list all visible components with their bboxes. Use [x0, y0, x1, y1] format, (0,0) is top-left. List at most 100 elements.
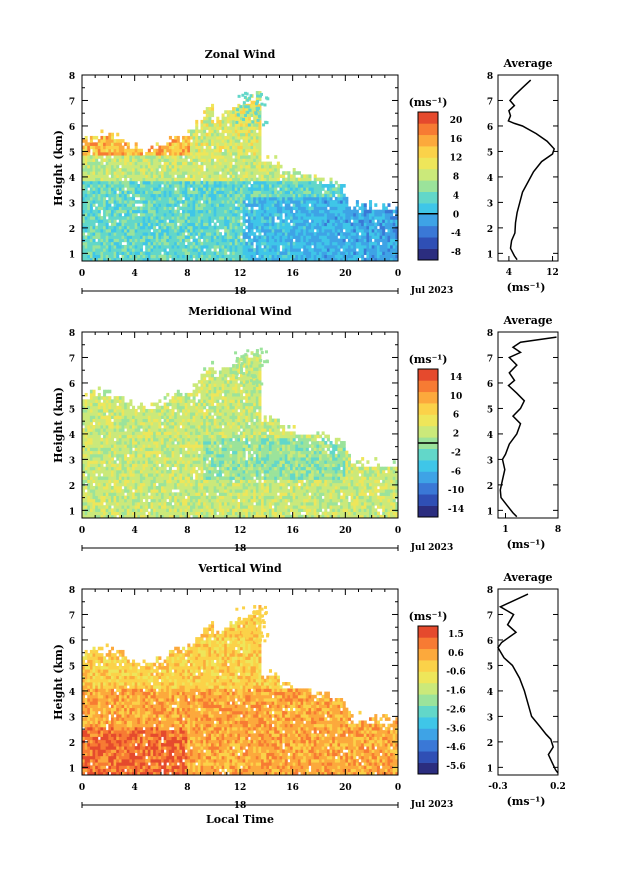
heatmap-cell — [145, 444, 149, 448]
heatmap-cell — [221, 142, 225, 146]
heatmap-cell — [255, 228, 259, 233]
heatmap-cell — [263, 257, 267, 261]
heatmap-cell — [224, 161, 228, 166]
heatmap-cell — [124, 228, 128, 233]
heatmap-cell — [100, 425, 104, 429]
heatmap-cell — [216, 158, 220, 162]
heatmap-cell — [105, 232, 109, 236]
heatmap-cell — [213, 123, 217, 127]
heatmap-cell — [89, 450, 93, 455]
heatmap-cell — [358, 212, 362, 217]
heatmap-cell — [97, 473, 101, 477]
heatmap-cell — [103, 479, 107, 484]
heatmap-cell — [211, 126, 215, 130]
heatmap-cell — [258, 158, 262, 162]
heatmap-cell — [97, 184, 101, 188]
heatmap-cell — [126, 469, 130, 474]
heatmap-cell — [121, 251, 125, 255]
heatmap-cell — [271, 168, 275, 172]
heatmap-cell — [95, 450, 99, 455]
heatmap-cell — [308, 257, 312, 261]
heatmap-cell — [121, 441, 125, 445]
heatmap-cell — [226, 209, 230, 214]
heatmap-cell — [105, 489, 109, 493]
heatmap-cell — [363, 209, 367, 214]
heatmap-cell — [305, 177, 309, 182]
heatmap-cell — [237, 203, 241, 207]
heatmap-cell — [87, 408, 91, 413]
heatmap-cell — [113, 248, 117, 252]
heatmap-cell — [258, 238, 262, 243]
heatmap-cell — [297, 254, 301, 259]
heatmap-cell — [276, 164, 280, 169]
heatmap-cell — [137, 437, 141, 442]
heatmap-cell — [211, 142, 215, 146]
heatmap-cell — [295, 216, 299, 220]
heatmap-cell — [116, 431, 120, 436]
heatmap-cell — [84, 180, 88, 185]
heatmap-cell — [161, 225, 165, 230]
heatmap-cell — [179, 142, 183, 146]
heatmap-cell — [197, 180, 201, 185]
heatmap-cell — [118, 238, 122, 243]
heatmap-cell — [374, 225, 378, 230]
heatmap-cell — [95, 405, 99, 410]
heatmap-cell — [358, 254, 362, 259]
heatmap-cell — [108, 428, 112, 432]
heatmap-cell — [258, 168, 262, 172]
heatmap-cell — [195, 222, 199, 227]
heatmap-cell — [271, 244, 275, 249]
heatmap-cell — [116, 139, 120, 143]
heatmap-cell — [197, 193, 201, 198]
heatmap-cell — [242, 216, 246, 220]
heatmap-cell — [187, 235, 191, 239]
heatmap-cell — [253, 225, 257, 230]
heatmap-cell — [184, 248, 188, 252]
heatmap-cell — [147, 168, 151, 172]
heatmap-cell — [226, 248, 230, 252]
heatmap-cell — [100, 437, 104, 442]
heatmap-cell — [116, 187, 120, 191]
heatmap-cell — [108, 431, 112, 436]
heatmap-cell — [242, 117, 246, 121]
heatmap-cell — [103, 428, 107, 432]
colorbar-tick-label: 16 — [450, 135, 463, 145]
heatmap-cell — [250, 129, 254, 134]
heatmap-cell — [390, 254, 394, 259]
heatmap-cell — [121, 402, 125, 407]
heatmap-cell — [211, 103, 215, 108]
colorbar-swatch — [418, 146, 438, 158]
heatmap-cell — [195, 241, 199, 246]
heatmap-cell — [182, 139, 186, 143]
heatmap-cell — [179, 190, 183, 195]
heatmap-cell — [142, 180, 146, 185]
heatmap-cell — [158, 187, 162, 191]
heatmap-cell — [147, 257, 151, 261]
heatmap-cell — [132, 196, 136, 201]
heatmap-cell — [124, 219, 128, 223]
heatmap-cell — [137, 444, 141, 448]
heatmap-cell — [319, 222, 323, 227]
heatmap-cell — [105, 457, 109, 461]
heatmap-cell — [121, 501, 125, 506]
heatmap-cell — [226, 126, 230, 130]
heatmap-cell — [137, 148, 141, 153]
heatmap-cell — [203, 139, 207, 143]
heatmap-cell — [124, 412, 128, 416]
heatmap-cell — [237, 142, 241, 146]
heatmap-cell — [97, 171, 101, 175]
heatmap-cell — [100, 235, 104, 239]
heatmap-cell — [139, 447, 143, 452]
heatmap-cell — [276, 171, 280, 175]
x-tick-label: 12 — [234, 269, 247, 279]
heatmap-cell — [274, 212, 278, 217]
heatmap-cell — [395, 219, 398, 223]
heatmap-cell — [118, 505, 122, 509]
heatmap-cell — [171, 212, 175, 217]
heatmap-cell — [395, 222, 398, 227]
heatmap-cell — [240, 254, 244, 259]
heatmap-cell — [271, 193, 275, 198]
heatmap-cell — [113, 184, 117, 188]
heatmap-cell — [258, 200, 262, 204]
heatmap-cell — [221, 248, 225, 252]
